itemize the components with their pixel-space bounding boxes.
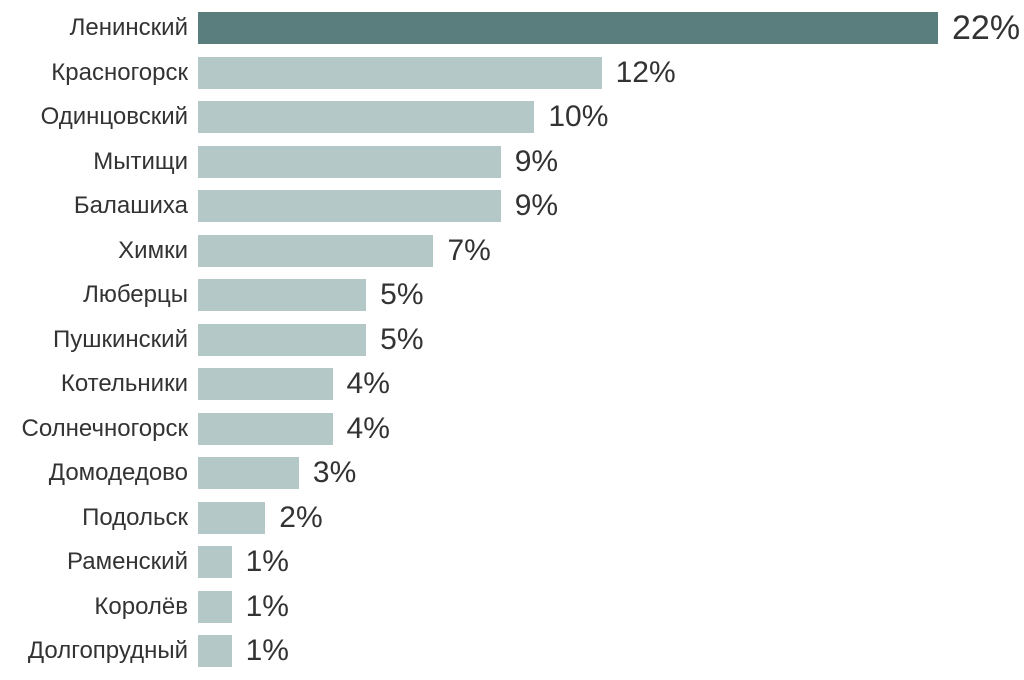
bar-label: Солнечногорск	[0, 415, 198, 443]
bar-label: Люберцы	[0, 281, 198, 309]
bar-area: 1%	[198, 540, 1024, 585]
bar	[198, 235, 433, 267]
bar-value: 5%	[366, 278, 423, 312]
bar-row: Солнечногорск 4%	[0, 407, 1024, 452]
bar-label: Долгопрудный	[0, 637, 198, 665]
bar-label: Ленинский	[0, 14, 198, 42]
bar-value: 7%	[433, 234, 490, 268]
bar-row: Красногорск 12%	[0, 51, 1024, 96]
bar	[198, 279, 366, 311]
bar	[198, 546, 232, 578]
bar-area: 7%	[198, 229, 1024, 274]
bar-row: Одинцовский 10%	[0, 95, 1024, 140]
bar	[198, 12, 938, 44]
bar-value: 2%	[265, 501, 322, 535]
bar-row: Королёв 1%	[0, 585, 1024, 630]
bar-value: 3%	[299, 456, 356, 490]
bar-row: Люберцы 5%	[0, 273, 1024, 318]
bar-row: Мытищи 9%	[0, 140, 1024, 185]
bar-label: Красногорск	[0, 59, 198, 87]
bar-area: 22%	[198, 6, 1024, 51]
bar	[198, 457, 299, 489]
bar	[198, 324, 366, 356]
bar-label: Одинцовский	[0, 103, 198, 131]
bar-label: Балашиха	[0, 192, 198, 220]
bar-row: Химки 7%	[0, 229, 1024, 274]
bar-row: Ленинский 22%	[0, 6, 1024, 51]
bar-row: Долгопрудный 1%	[0, 629, 1024, 674]
bar-area: 10%	[198, 95, 1024, 140]
bar-row: Балашиха 9%	[0, 184, 1024, 229]
bar-row: Домодедово 3%	[0, 451, 1024, 496]
bar	[198, 413, 333, 445]
bar-label: Домодедово	[0, 459, 198, 487]
bar-value: 4%	[333, 367, 390, 401]
bar-area: 9%	[198, 140, 1024, 185]
bar	[198, 146, 501, 178]
bar-value: 5%	[366, 323, 423, 357]
bar	[198, 368, 333, 400]
bar-value: 12%	[602, 56, 676, 90]
bar-area: 3%	[198, 451, 1024, 496]
bar-value: 1%	[232, 545, 289, 579]
bar-row: Раменский 1%	[0, 540, 1024, 585]
bar-area: 5%	[198, 318, 1024, 363]
bar	[198, 502, 265, 534]
bar-area: 1%	[198, 629, 1024, 674]
bar	[198, 190, 501, 222]
bar-area: 2%	[198, 496, 1024, 541]
bar-label: Пушкинский	[0, 326, 198, 354]
bar-area: 12%	[198, 51, 1024, 96]
bar	[198, 591, 232, 623]
bar-area: 9%	[198, 184, 1024, 229]
bar-area: 5%	[198, 273, 1024, 318]
bar-label: Королёв	[0, 593, 198, 621]
bar-row: Подольск 2%	[0, 496, 1024, 541]
bar-row: Котельники 4%	[0, 362, 1024, 407]
bar	[198, 635, 232, 667]
bar-label: Котельники	[0, 370, 198, 398]
bar-area: 4%	[198, 362, 1024, 407]
bar	[198, 57, 602, 89]
bar-label: Мытищи	[0, 148, 198, 176]
bar-area: 4%	[198, 407, 1024, 452]
bar-value: 1%	[232, 590, 289, 624]
bar-value: 10%	[534, 100, 608, 134]
bar-value: 4%	[333, 412, 390, 446]
bar-value: 1%	[232, 634, 289, 668]
bar-area: 1%	[198, 585, 1024, 630]
bar-value: 9%	[501, 145, 558, 179]
horizontal-bar-chart: Ленинский 22% Красногорск 12% Одинцовский 10%…	[0, 0, 1024, 680]
bar	[198, 101, 534, 133]
bar-label: Химки	[0, 237, 198, 265]
bar-value: 22%	[938, 9, 1020, 48]
bar-label: Раменский	[0, 548, 198, 576]
bar-label: Подольск	[0, 504, 198, 532]
bar-row: Пушкинский 5%	[0, 318, 1024, 363]
bar-value: 9%	[501, 189, 558, 223]
